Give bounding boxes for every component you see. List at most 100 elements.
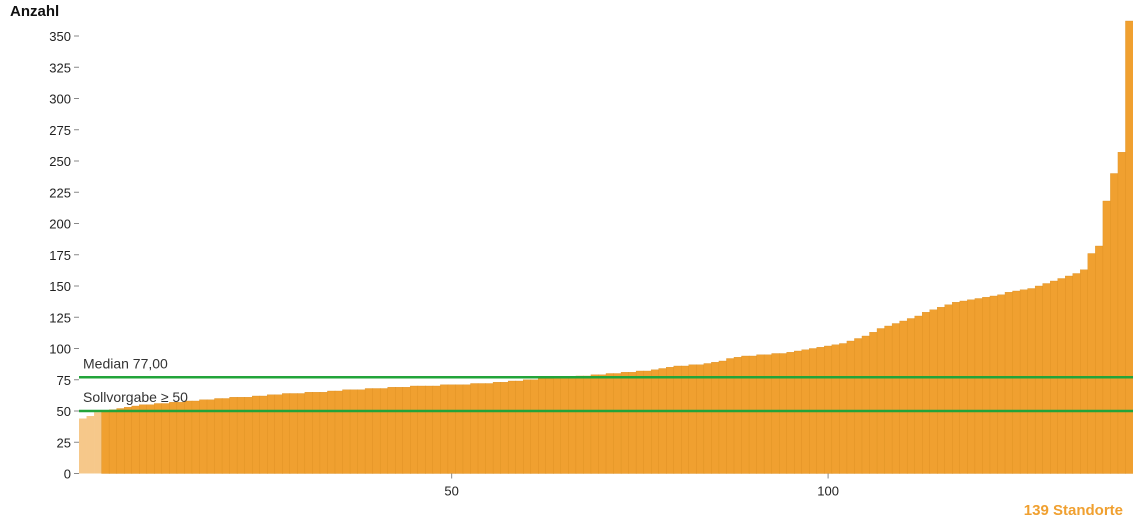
bar — [997, 294, 1006, 474]
y-tick-label: 125 — [49, 310, 71, 325]
bar — [169, 402, 178, 474]
bar — [274, 394, 283, 474]
bar — [620, 372, 630, 474]
reference-line-label: Sollvorgabe ≥ 50 — [83, 389, 188, 405]
bar — [876, 328, 886, 474]
y-tick-label: 250 — [49, 154, 71, 169]
bar — [553, 377, 562, 474]
bar — [605, 373, 615, 474]
bar — [891, 323, 901, 474]
bar — [839, 343, 848, 474]
y-axis-ticks: 0 25 50 75 100 125 150 175 200 225 250 275 300 325 350 — [49, 29, 79, 482]
bar — [462, 384, 471, 474]
bar — [455, 384, 464, 474]
bar — [696, 364, 705, 474]
bar — [251, 395, 261, 474]
bar — [349, 389, 359, 474]
bar — [628, 372, 637, 474]
bar — [1117, 152, 1126, 474]
bar — [139, 404, 148, 474]
bar — [470, 383, 479, 474]
x-tick-label: 100 — [817, 484, 839, 499]
reference-lines: Median 77,00 Sollvorgabe ≥ 50 — [79, 355, 1133, 413]
bar — [447, 384, 456, 474]
bar — [635, 370, 645, 474]
bar — [598, 374, 607, 474]
bar — [86, 416, 95, 474]
bar — [1087, 253, 1096, 474]
bar — [545, 378, 554, 474]
bar — [108, 409, 118, 474]
y-tick-label: 350 — [49, 29, 71, 44]
bar — [703, 363, 712, 474]
bar — [123, 407, 133, 474]
bar — [944, 304, 953, 474]
bar — [387, 387, 396, 474]
bar — [1080, 269, 1089, 474]
bar — [1125, 20, 1133, 474]
x-axis-label: 139 Standorte — [1023, 502, 1123, 519]
bar — [79, 418, 87, 474]
bar — [846, 340, 855, 474]
bar — [1019, 289, 1029, 474]
bar — [952, 302, 961, 474]
bar — [176, 402, 185, 474]
bar — [282, 393, 291, 474]
bar — [304, 392, 313, 474]
bar — [974, 298, 983, 474]
bar — [906, 318, 916, 474]
bar — [267, 394, 276, 474]
bar — [681, 365, 690, 474]
bar — [432, 385, 441, 474]
bar — [613, 373, 622, 474]
bar — [116, 408, 125, 474]
bar — [94, 412, 102, 474]
x-axis-ticks: 50 100 — [444, 473, 839, 499]
bar — [771, 353, 780, 474]
bar — [289, 393, 298, 474]
bar — [515, 380, 524, 474]
bar — [899, 320, 908, 474]
y-tick-label: 50 — [57, 404, 71, 419]
y-tick-label: 225 — [49, 185, 71, 200]
bar — [229, 397, 238, 474]
bar — [530, 379, 539, 474]
bar — [334, 390, 343, 474]
bar — [914, 315, 923, 474]
bar — [658, 368, 667, 474]
bar — [575, 375, 584, 474]
bar — [395, 387, 404, 474]
bar — [1110, 173, 1119, 474]
bar — [379, 388, 389, 474]
bar — [154, 403, 163, 474]
bar — [131, 405, 140, 474]
bar — [417, 385, 426, 474]
reference-line-label: Median 77,00 — [83, 355, 168, 371]
y-tick-label: 200 — [49, 217, 71, 232]
bar — [1072, 273, 1081, 474]
bars — [79, 20, 1133, 474]
bar — [410, 385, 419, 474]
bar — [688, 364, 697, 474]
bar — [741, 355, 750, 474]
bar — [763, 354, 773, 474]
bar — [1004, 292, 1014, 474]
x-tick-label: 50 — [444, 484, 458, 499]
bar — [560, 377, 569, 474]
y-tick-label: 325 — [49, 60, 71, 75]
y-tick-label: 275 — [49, 123, 71, 138]
bar — [711, 362, 720, 474]
bar — [854, 338, 863, 474]
bar — [327, 390, 336, 474]
bar — [786, 352, 795, 474]
bar — [650, 369, 660, 474]
bar — [236, 397, 246, 474]
bar — [161, 403, 170, 474]
bar — [477, 383, 487, 474]
y-tick-label: 75 — [57, 373, 71, 388]
y-tick-label: 0 — [64, 467, 71, 482]
bar — [101, 410, 110, 474]
bar — [440, 384, 449, 474]
bar — [831, 344, 840, 474]
bar — [312, 392, 321, 474]
